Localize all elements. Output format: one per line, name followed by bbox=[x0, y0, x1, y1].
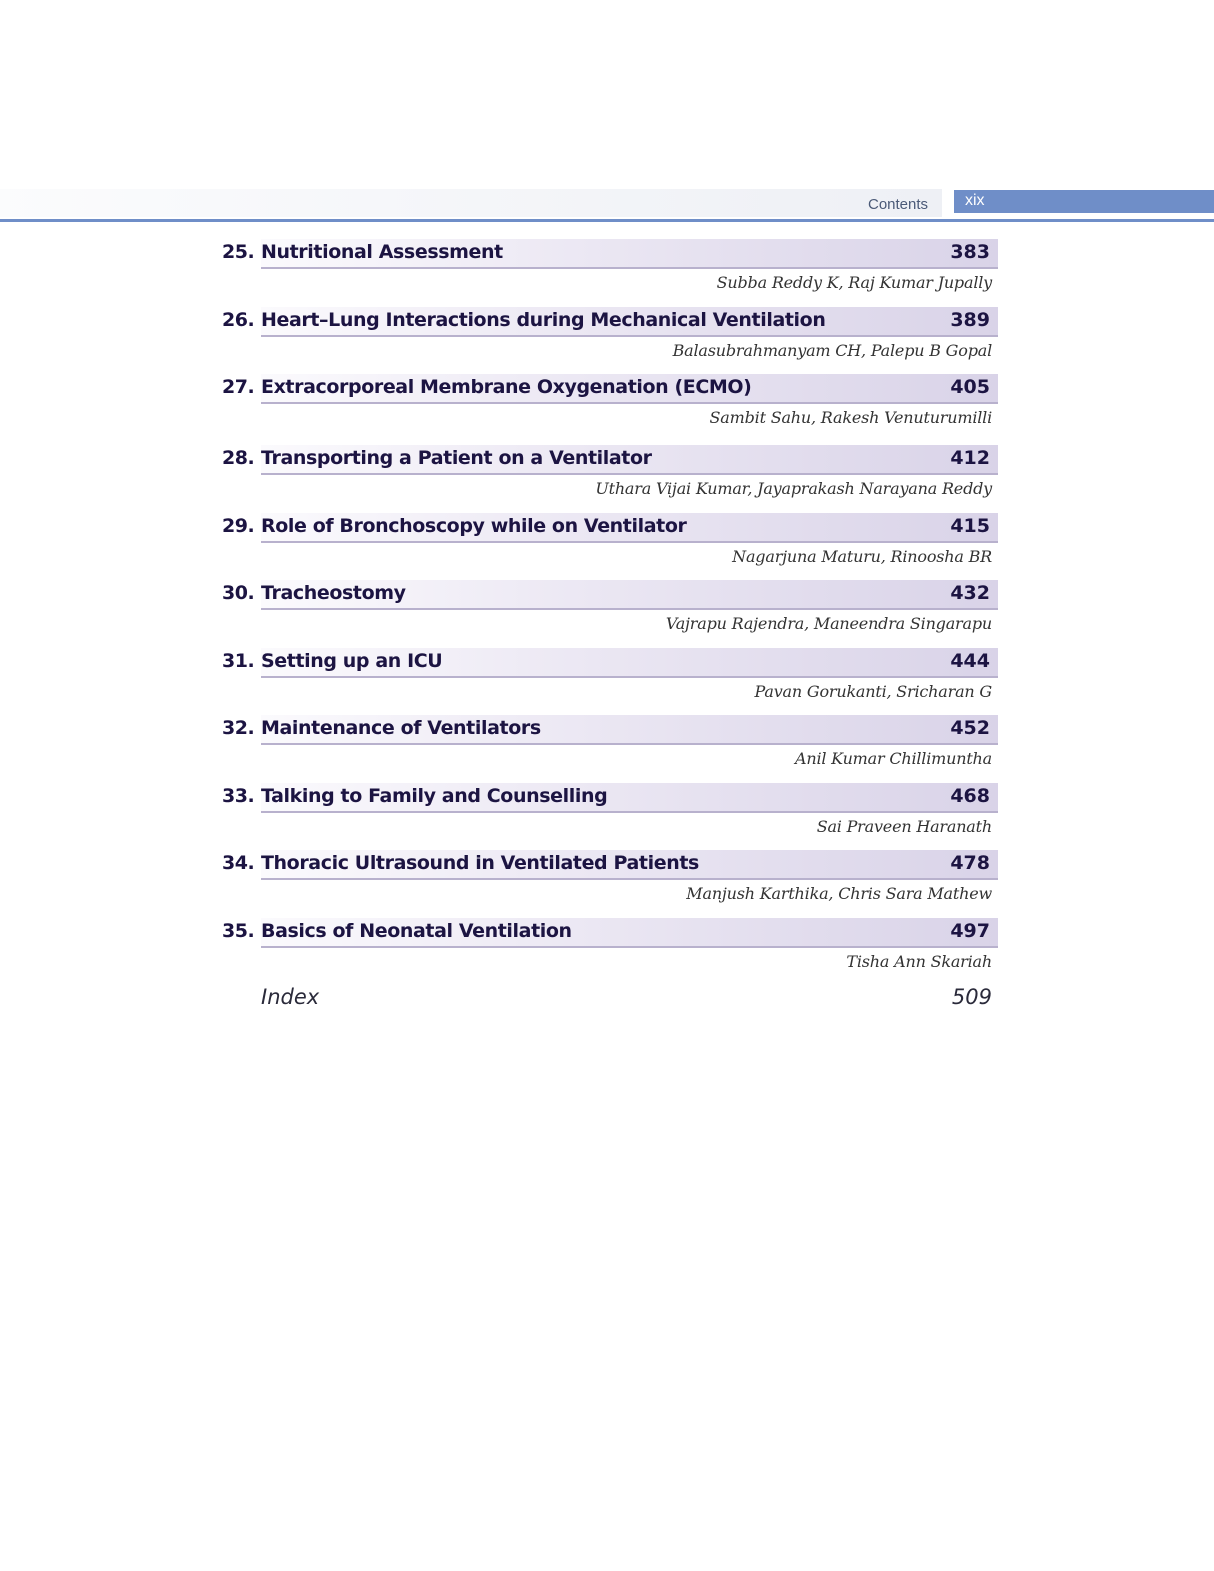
toc-entry[interactable]: 27. Extracorporeal Membrane Oxygenation (… bbox=[222, 374, 998, 445]
chapter-number: 25. bbox=[222, 241, 255, 263]
chapter-number: 29. bbox=[222, 514, 255, 537]
chapter-number: 32. bbox=[222, 717, 255, 739]
toc-entry[interactable]: 29. Role of Bronchoscopy while on Ventila… bbox=[222, 512, 998, 581]
chapter-number: 33. bbox=[222, 784, 255, 807]
chapter-authors: Subba Reddy K, Raj Kumar Jupally bbox=[716, 273, 993, 292]
chapter-title-bar: Maintenance of Ventilators 452 bbox=[261, 715, 998, 745]
toc-entry[interactable]: 28. Transporting a Patient on a Ventilato… bbox=[222, 445, 998, 513]
chapter-page: 452 bbox=[950, 717, 990, 739]
page-number-box: xix bbox=[954, 190, 1214, 213]
chapter-page: 415 bbox=[950, 514, 990, 537]
chapter-page: 444 bbox=[950, 649, 990, 672]
chapter-title-bar: Tracheostomy 432 bbox=[261, 580, 998, 610]
chapter-number: 35. bbox=[222, 919, 255, 942]
chapter-authors: Balasubrahmanyam CH, Palepu B Gopal bbox=[672, 340, 993, 360]
chapter-number: 34. bbox=[222, 852, 255, 874]
chapter-title: Extracorporeal Membrane Oxygenation (ECM… bbox=[261, 376, 752, 398]
chapter-number: 28. bbox=[222, 447, 255, 469]
chapter-authors: Manjush Karthika, Chris Sara Mathew bbox=[686, 884, 992, 903]
index-page: 509 bbox=[951, 985, 992, 1009]
chapter-title-bar: Transporting a Patient on a Ventilator 41… bbox=[261, 445, 998, 475]
index-label: Index bbox=[261, 985, 320, 1009]
toc-entry[interactable]: 34. Thoracic Ultrasound in Ventilated Pat… bbox=[222, 850, 998, 918]
chapter-title-bar: Heart–Lung Interactions during Mechanica… bbox=[261, 306, 998, 337]
toc-entry[interactable]: 30. Tracheostomy 432 Vajrapu Rajendra, Mane… bbox=[222, 580, 998, 648]
chapter-page: 383 bbox=[950, 241, 990, 263]
chapter-authors: Vajrapu Rajendra, Maneendra Singarapu bbox=[665, 614, 992, 633]
chapter-authors: Tisha Ann Skariah bbox=[846, 951, 992, 971]
chapter-page: 432 bbox=[950, 582, 990, 604]
chapter-title: Tracheostomy bbox=[261, 582, 406, 604]
chapter-title: Role of Bronchoscopy while on Ventilator bbox=[261, 514, 687, 537]
chapter-authors: Pavan Gorukanti, Sricharan G bbox=[754, 681, 993, 701]
chapter-title-bar: Thoracic Ultrasound in Ventilated Patien… bbox=[261, 850, 998, 880]
chapter-page: 405 bbox=[950, 376, 990, 398]
chapter-title-bar: Role of Bronchoscopy while on Ventilator… bbox=[261, 512, 998, 543]
chapter-title: Basics of Neonatal Ventilation bbox=[261, 919, 572, 942]
chapter-authors: Uthara Vijai Kumar, Jayaprakash Narayana… bbox=[595, 479, 992, 498]
running-header-section: Contents bbox=[868, 196, 929, 213]
chapter-title-bar: Extracorporeal Membrane Oxygenation (ECM… bbox=[261, 374, 998, 404]
chapter-title-bar: Basics of Neonatal Ventilation 497 bbox=[261, 917, 998, 948]
chapter-authors: Anil Kumar Chillimuntha bbox=[794, 749, 992, 768]
table-of-contents: 25. Nutritional Assessment 383 Subba Reddy … bbox=[222, 239, 998, 985]
chapter-page: 497 bbox=[950, 919, 990, 942]
chapter-title: Heart–Lung Interactions during Mechanica… bbox=[261, 308, 826, 331]
chapter-title: Maintenance of Ventilators bbox=[261, 717, 541, 739]
chapter-number: 27. bbox=[222, 376, 255, 398]
chapter-authors: Sambit Sahu, Rakesh Venuturumilli bbox=[709, 408, 993, 427]
chapter-title: Talking to Family and Counselling bbox=[261, 784, 608, 807]
chapter-number: 26. bbox=[222, 308, 255, 331]
header-rule bbox=[0, 219, 1214, 222]
toc-entry[interactable]: 33. Talking to Family and Counselling 468 S… bbox=[222, 782, 998, 851]
toc-entry[interactable]: 32. Maintenance of Ventilators 452 Anil Kum… bbox=[222, 715, 998, 783]
chapter-title-bar: Nutritional Assessment 383 bbox=[261, 239, 998, 269]
chapter-title-bar: Talking to Family and Counselling 468 bbox=[261, 782, 998, 813]
toc-index-entry[interactable]: Index 509 bbox=[261, 985, 992, 1009]
toc-entry[interactable]: 31. Setting up an ICU 444 Pavan Gorukanti, … bbox=[222, 647, 998, 716]
toc-entry[interactable]: 25. Nutritional Assessment 383 Subba Reddy … bbox=[222, 239, 998, 307]
chapter-title: Thoracic Ultrasound in Ventilated Patien… bbox=[261, 852, 699, 874]
chapter-page: 389 bbox=[950, 308, 990, 331]
toc-entry[interactable]: 26. Heart–Lung Interactions during Mechan… bbox=[222, 306, 998, 375]
chapter-title-bar: Setting up an ICU 444 bbox=[261, 647, 998, 678]
chapter-page: 468 bbox=[950, 784, 990, 807]
chapter-authors: Nagarjuna Maturu, Rinoosha BR bbox=[732, 546, 992, 566]
running-header-band bbox=[0, 189, 942, 217]
chapter-title: Transporting a Patient on a Ventilator bbox=[261, 447, 652, 469]
chapter-authors: Sai Praveen Haranath bbox=[816, 816, 992, 836]
chapter-page: 478 bbox=[950, 852, 990, 874]
chapter-page: 412 bbox=[950, 447, 990, 469]
chapter-number: 31. bbox=[222, 649, 255, 672]
chapter-title: Setting up an ICU bbox=[261, 649, 443, 672]
chapter-number: 30. bbox=[222, 582, 255, 604]
toc-entry[interactable]: 35. Basics of Neonatal Ventilation 497 Tish… bbox=[222, 917, 998, 986]
page-number: xix bbox=[965, 192, 985, 209]
chapter-title: Nutritional Assessment bbox=[261, 241, 503, 263]
